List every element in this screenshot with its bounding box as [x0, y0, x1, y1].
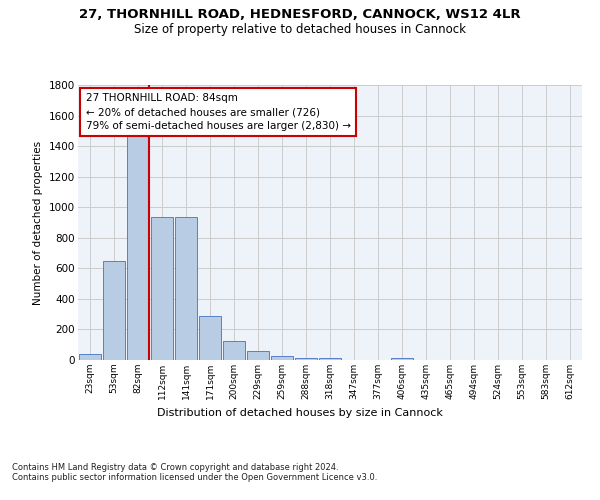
Bar — [79, 354, 101, 360]
Bar — [247, 351, 269, 360]
Bar — [199, 316, 221, 360]
Bar — [175, 217, 197, 360]
Bar — [151, 217, 173, 360]
Bar — [127, 136, 149, 360]
Bar — [103, 260, 125, 360]
Text: Size of property relative to detached houses in Cannock: Size of property relative to detached ho… — [134, 22, 466, 36]
Bar — [271, 356, 293, 360]
Text: 27, THORNHILL ROAD, HEDNESFORD, CANNOCK, WS12 4LR: 27, THORNHILL ROAD, HEDNESFORD, CANNOCK,… — [79, 8, 521, 20]
Y-axis label: Number of detached properties: Number of detached properties — [34, 140, 43, 304]
Text: Distribution of detached houses by size in Cannock: Distribution of detached houses by size … — [157, 408, 443, 418]
Text: Contains HM Land Registry data © Crown copyright and database right 2024.
Contai: Contains HM Land Registry data © Crown c… — [12, 462, 377, 482]
Bar — [223, 341, 245, 360]
Bar — [391, 358, 413, 360]
Text: 27 THORNHILL ROAD: 84sqm
← 20% of detached houses are smaller (726)
79% of semi-: 27 THORNHILL ROAD: 84sqm ← 20% of detach… — [86, 93, 350, 131]
Bar — [319, 358, 341, 360]
Bar — [295, 358, 317, 360]
